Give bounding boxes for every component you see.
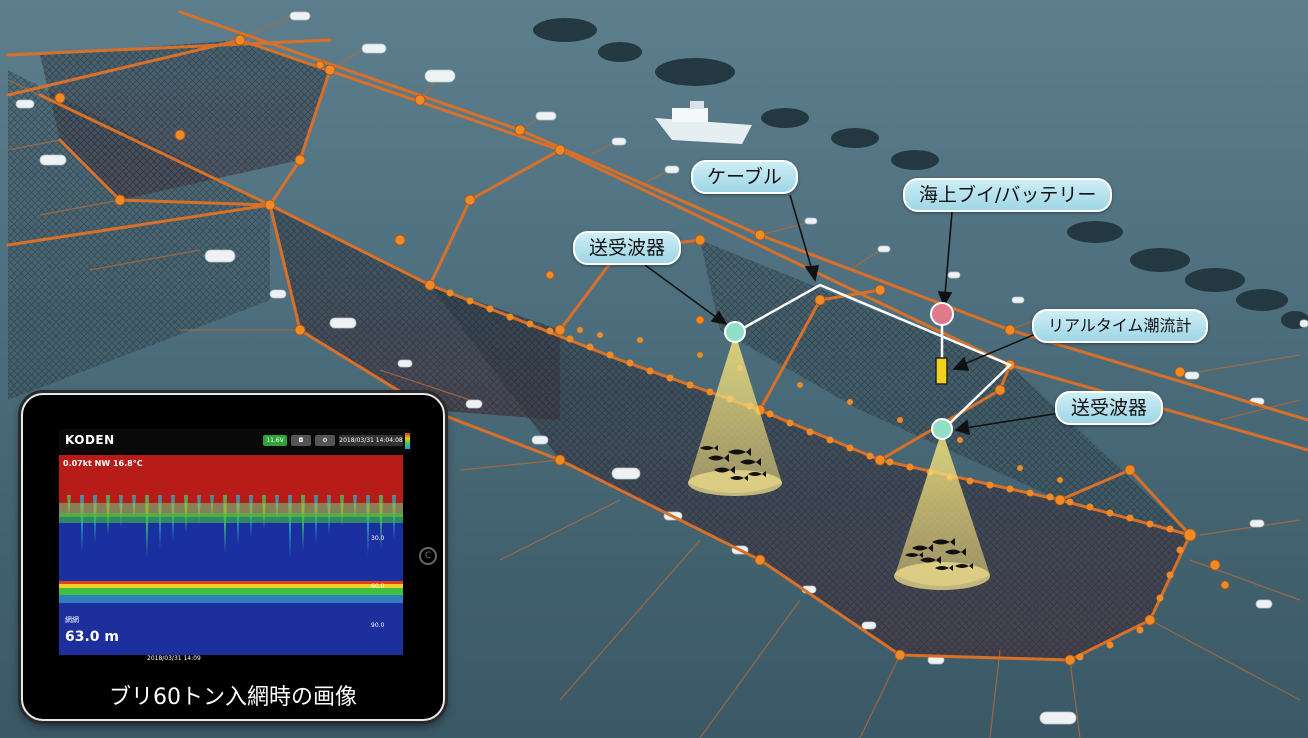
transducer-right-icon: [931, 418, 953, 440]
camera-button-icon[interactable]: ◘: [291, 435, 311, 446]
tablet-inset: C KODEN 11.6V ◘ ⚙ 2018/03/31 14:04:08 0.…: [21, 393, 445, 721]
scale-mark-90: 90.0: [371, 622, 385, 629]
pointer-arrows: [644, 194, 1061, 436]
echogram-screen: KODEN 11.6V ◘ ⚙ 2018/03/31 14:04:08 0.07…: [59, 429, 411, 663]
screen-top-bar: KODEN 11.6V ◘ ⚙ 2018/03/31 14:04:08: [59, 429, 411, 453]
rock-clusters: [533, 18, 1308, 329]
label-current-meter: リアルタイム潮流計: [1032, 309, 1208, 343]
label-transducer-right: 送受波器: [1055, 391, 1164, 425]
sonar-beam-left: [688, 333, 782, 496]
buoy-icon: [930, 302, 954, 326]
fish-school-left: [700, 445, 766, 481]
home-button-icon: C: [419, 547, 437, 565]
screen-timestamp: 2018/03/31 14:09: [147, 655, 201, 662]
label-cable: ケーブル: [691, 160, 798, 194]
cable-lines: [739, 283, 1013, 426]
current-readout: 0.07kt NW 16.8°C: [63, 459, 143, 468]
label-transducer-left: 送受波器: [573, 231, 682, 265]
datetime-badge: 2018/03/31 14:04:08: [339, 435, 403, 446]
net-label: 網網: [65, 616, 79, 624]
color-scale-icon: [405, 433, 410, 449]
voltage-badge: 11.6V: [263, 435, 287, 446]
net-panel-right: [700, 240, 1190, 535]
transducer-left-icon: [724, 321, 746, 343]
label-buoy-battery: 海上ブイ/バッテリー: [903, 178, 1113, 212]
current-meter-icon: [935, 357, 948, 385]
depth-readout: 63.0 m: [65, 629, 120, 645]
brand-logo: KODEN: [65, 433, 115, 447]
scale-mark-60: 60.0: [371, 583, 385, 590]
tablet-caption: ブリ60トン入網時の画像: [109, 685, 357, 710]
fish-school-right: [905, 538, 973, 571]
scale-mark-30: 30.0: [371, 535, 385, 542]
echogram-chart: [59, 455, 403, 655]
ship-icon: [655, 101, 752, 144]
settings-button-icon[interactable]: ⚙: [315, 435, 335, 446]
